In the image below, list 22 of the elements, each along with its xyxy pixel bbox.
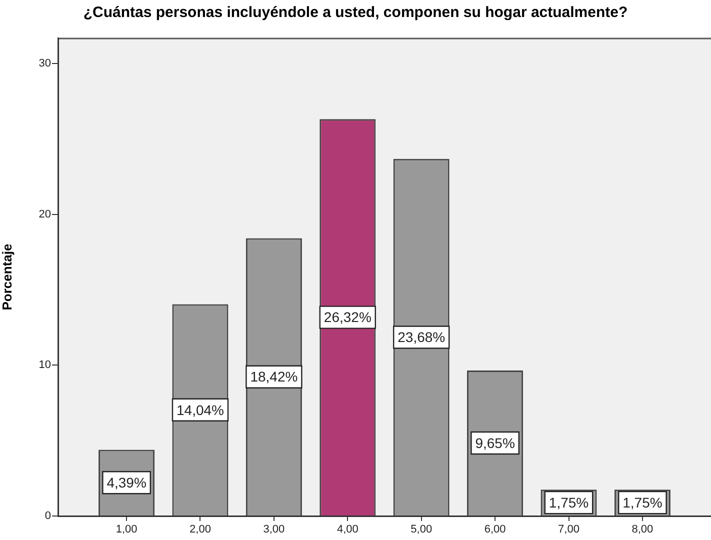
y-tick-label: 30 <box>38 58 51 70</box>
y-tick-label: 20 <box>38 208 51 220</box>
y-tick-label: 10 <box>38 359 51 372</box>
data-label: 14,04% <box>176 402 224 418</box>
x-tick-label: 2,00 <box>190 524 211 536</box>
x-tick-label: 6,00 <box>484 524 506 536</box>
data-label: 18,42% <box>250 368 298 385</box>
chart-title: ¿Cuántas personas incluyéndole a usted, componen su hogar actualmente? <box>83 4 628 22</box>
x-tick-label: 3,00 <box>263 524 285 536</box>
data-label: 1,75% <box>622 494 662 510</box>
x-tick-label: 1,00 <box>116 524 138 536</box>
x-tick-label: 7,00 <box>558 524 580 536</box>
y-axis-title: Porcentaje <box>0 244 14 310</box>
data-label: 1,75% <box>548 494 589 510</box>
x-tick-label: 4,00 <box>336 524 358 536</box>
y-tick-label: 0 <box>44 510 51 522</box>
data-label: 23,68% <box>398 329 446 346</box>
data-label: 9,65% <box>475 434 515 451</box>
x-tick-label: 8,00 <box>632 524 654 536</box>
data-label: 4,39% <box>106 474 146 491</box>
x-tick-label: 5,00 <box>410 524 432 536</box>
data-label: 26,32% <box>324 309 372 326</box>
